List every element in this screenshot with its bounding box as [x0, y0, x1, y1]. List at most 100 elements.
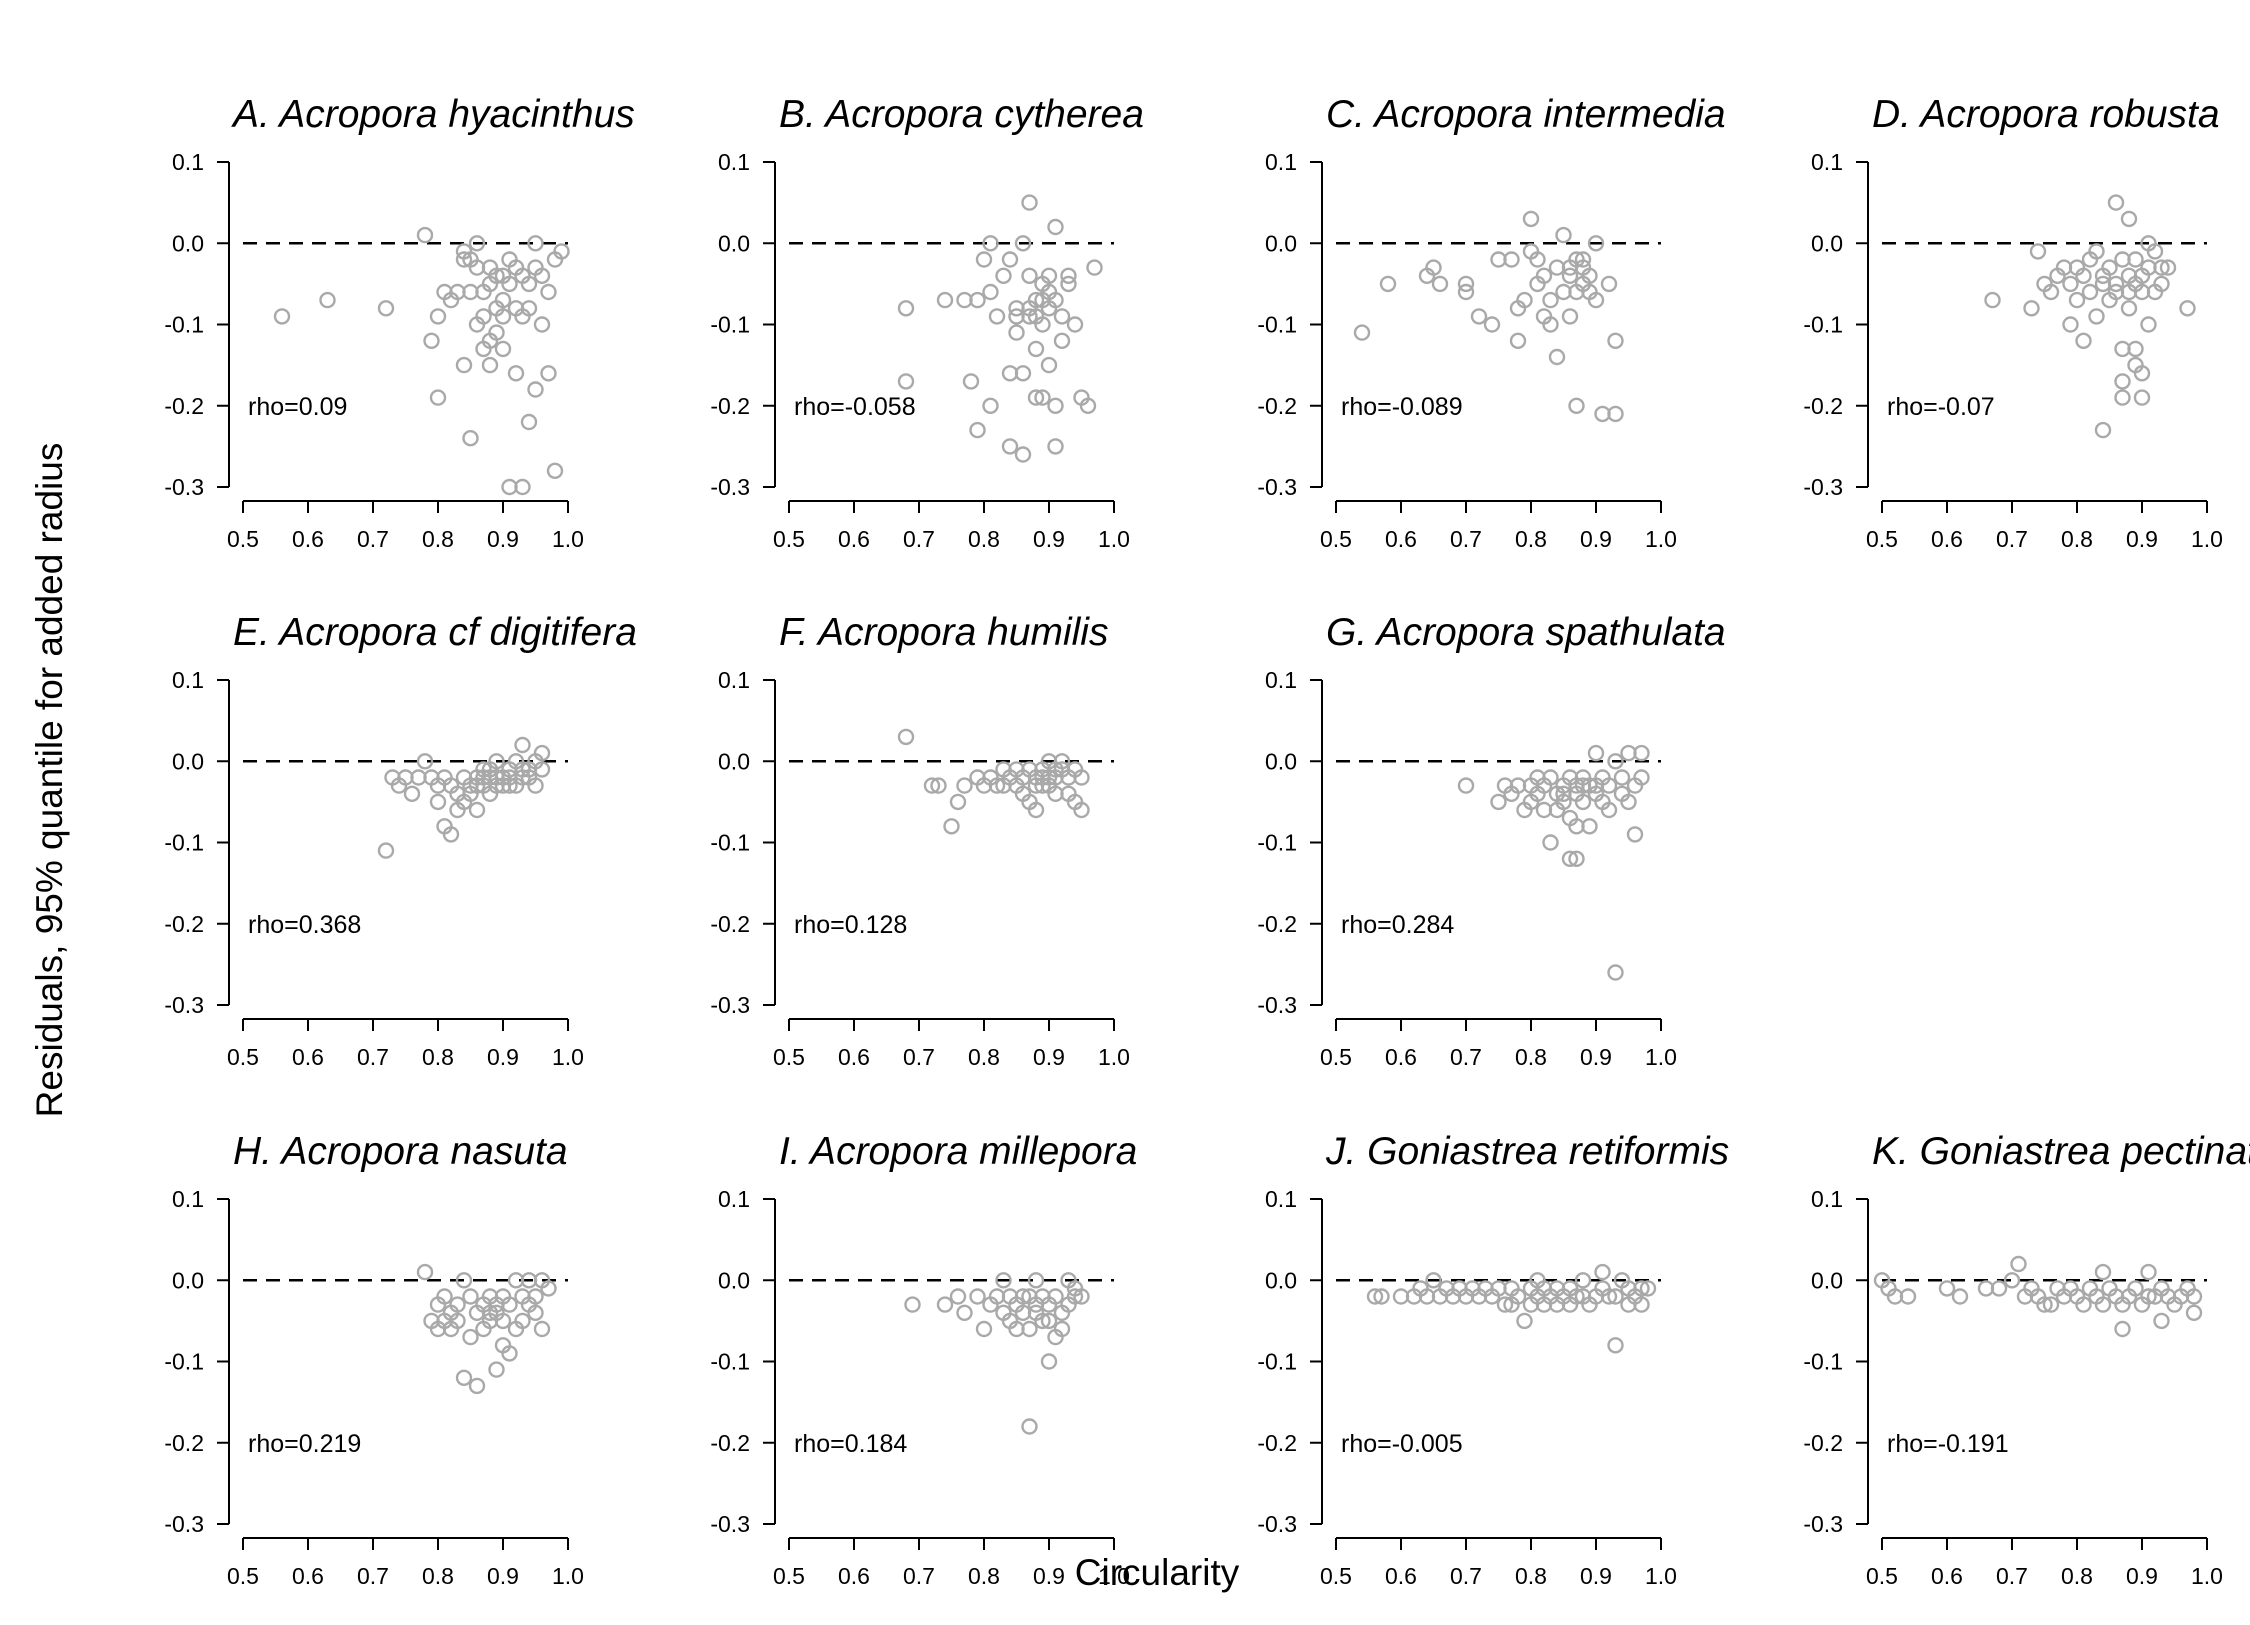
x-tick-label: 0.9: [487, 1563, 519, 1589]
x-tick-label: 1.0: [552, 526, 584, 552]
x-tick-label: 0.8: [1515, 1563, 1547, 1589]
x-tick-label: 0.6: [1931, 526, 1963, 552]
data-point: [1047, 1288, 1064, 1305]
data-point: [2023, 300, 2040, 317]
data-point: [1040, 1312, 1058, 1330]
data-point: [468, 801, 486, 819]
x-tick-label: 0.7: [1996, 526, 2028, 552]
rho-annotation: rho=-0.07: [1887, 393, 1995, 421]
data-point: [533, 1320, 551, 1338]
x-tick-label: 0.9: [487, 1044, 519, 1070]
data-point: [423, 332, 440, 349]
data-point: [2133, 267, 2151, 284]
x-tick-label: 0.6: [1385, 1563, 1417, 1589]
data-point: [1607, 1288, 1624, 1305]
data-point: [2094, 267, 2112, 284]
data-point: [1600, 777, 1618, 794]
x-tick-label: 0.6: [292, 1563, 324, 1589]
data-point: [2153, 259, 2170, 276]
data-point: [507, 365, 525, 382]
x-tick-label: 0.7: [357, 526, 389, 552]
x-tick-label: 1.0: [1098, 1044, 1130, 1070]
x-tick-label: 1.0: [1098, 526, 1130, 552]
data-point: [2153, 1312, 2170, 1330]
data-point: [1047, 438, 1064, 455]
data-point: [1001, 251, 1019, 268]
rho-annotation: rho=0.128: [794, 911, 907, 939]
x-tick-label: 0.5: [1320, 526, 1352, 552]
data-point: [416, 226, 434, 244]
x-tick-label: 0.5: [1320, 1044, 1352, 1070]
rho-annotation: rho=0.184: [794, 1430, 907, 1458]
y-tick-label: -0.2: [1803, 393, 1843, 419]
data-point: [1938, 1280, 1956, 1297]
data-point: [1561, 308, 1579, 325]
x-tick-label: 0.6: [838, 526, 870, 552]
panel-title: F. Acropora humilis: [779, 611, 1108, 654]
data-point: [1568, 397, 1585, 414]
data-point: [2094, 421, 2112, 439]
data-point: [533, 744, 551, 762]
data-point: [1496, 1296, 1514, 1313]
data-point: [1587, 291, 1605, 309]
x-tick-label: 0.5: [773, 1044, 805, 1070]
x-tick-label: 0.9: [1580, 526, 1612, 552]
data-point: [455, 1272, 473, 1289]
data-point: [1633, 769, 1650, 786]
x-tick-label: 0.8: [1515, 526, 1547, 552]
panel-title: K. Goniastrea pectinata: [1872, 1130, 2250, 1173]
data-point: [455, 356, 473, 374]
y-tick-label: -0.2: [1257, 911, 1297, 937]
data-point: [1607, 405, 1624, 423]
y-tick-label: 0.0: [172, 748, 204, 774]
data-point: [1535, 267, 1553, 284]
data-point: [1027, 1304, 1045, 1322]
data-point: [403, 785, 421, 802]
data-point: [1457, 777, 1475, 794]
data-point: [273, 308, 291, 325]
data-point: [1516, 1312, 1533, 1330]
data-point: [540, 283, 557, 301]
y-axis-title: Residuals, 95% quantile for added radius: [29, 443, 70, 1118]
x-tick-label: 0.9: [1033, 1563, 1065, 1589]
y-tick-label: 0.0: [1265, 748, 1297, 774]
data-point: [1047, 397, 1064, 414]
y-tick-label: -0.1: [1257, 312, 1297, 338]
x-tick-label: 0.7: [903, 526, 935, 552]
data-point: [2075, 267, 2092, 284]
data-point: [1086, 259, 1103, 276]
data-point: [982, 283, 999, 301]
x-tick-label: 0.6: [292, 1044, 324, 1070]
data-point: [2042, 283, 2060, 301]
data-point: [1073, 769, 1090, 786]
x-tick-label: 1.0: [1645, 1563, 1677, 1589]
data-point: [1542, 291, 1559, 309]
data-point: [988, 777, 1006, 794]
x-axis-title: Circularity: [1075, 1552, 1240, 1593]
x-tick-label: 0.9: [2126, 1563, 2158, 1589]
y-tick-label: -0.1: [1257, 830, 1297, 856]
data-point: [1021, 1320, 1038, 1338]
y-tick-label: -0.1: [164, 312, 204, 338]
data-point: [936, 1296, 954, 1313]
data-point: [1366, 1288, 1384, 1305]
data-point: [956, 1304, 973, 1322]
x-tick-label: 0.6: [1931, 1563, 1963, 1589]
data-point: [1014, 235, 1032, 252]
y-tick-label: -0.3: [164, 474, 204, 500]
data-point: [1620, 793, 1637, 811]
y-tick-label: 0.1: [1265, 1186, 1297, 1212]
x-tick-label: 0.6: [1385, 526, 1417, 552]
data-point: [2062, 316, 2079, 333]
data-point: [1470, 308, 1488, 325]
data-point: [540, 365, 557, 382]
data-point: [514, 478, 531, 496]
data-point: [1568, 850, 1585, 867]
data-point: [969, 1288, 986, 1305]
data-point: [1503, 251, 1520, 268]
data-point: [1027, 340, 1045, 358]
data-point: [481, 1304, 499, 1322]
data-point: [2133, 365, 2151, 382]
data-point: [507, 259, 525, 276]
data-point: [2114, 1320, 2131, 1338]
